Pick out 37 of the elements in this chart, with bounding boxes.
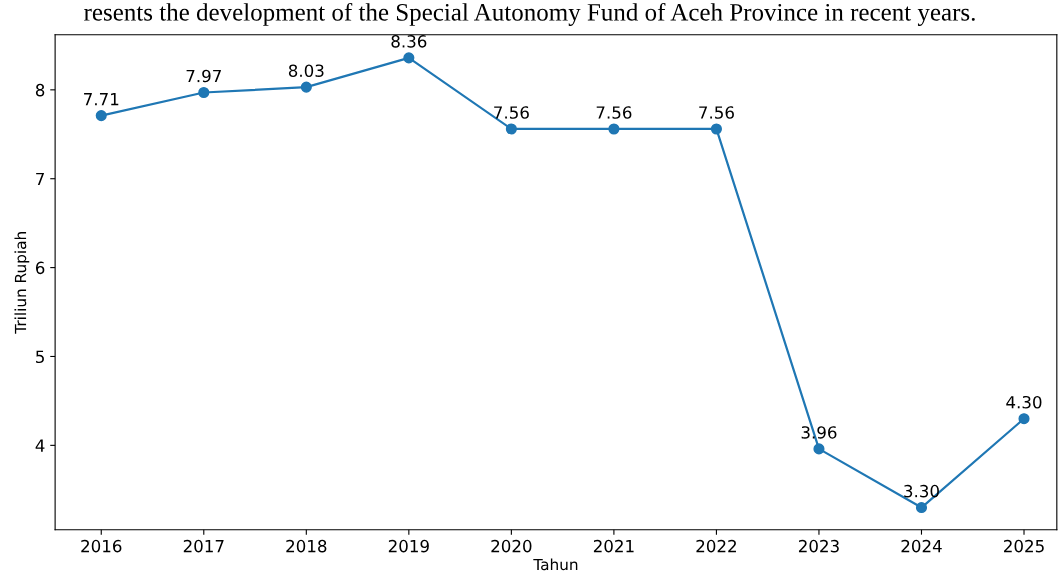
x-tick-label: 2025 <box>1004 539 1044 553</box>
point <box>813 443 825 455</box>
data-label: 7.56 <box>699 106 734 119</box>
data-label: 8.36 <box>391 35 427 48</box>
point <box>1018 413 1030 425</box>
x-tick-label: 2016 <box>81 539 122 553</box>
x-tick-label: 2021 <box>593 539 634 553</box>
point <box>95 110 107 122</box>
data-label: 7.56 <box>596 106 632 119</box>
point <box>710 123 722 135</box>
data-label: 7.97 <box>186 69 221 83</box>
point <box>608 123 620 135</box>
y-tick-label: 4 <box>35 439 45 452</box>
y-tick-label: 6 <box>35 261 45 275</box>
x-tick-label: 2022 <box>696 539 736 553</box>
data-label: 4.30 <box>1006 395 1042 409</box>
point <box>505 123 517 135</box>
x-tick-label: 2023 <box>798 539 839 553</box>
point <box>300 81 312 93</box>
y-axis-title: Triliun Rupiah <box>14 232 30 334</box>
y-tick-label: 8 <box>35 83 45 97</box>
point <box>403 52 415 64</box>
x-axis-title: Tahun <box>533 558 578 571</box>
y-tick-label: 5 <box>36 350 44 364</box>
x-tick-label: 2017 <box>183 539 224 553</box>
data-label: 8.03 <box>288 64 324 77</box>
x-tick-label: 2019 <box>388 539 429 553</box>
data-label: 3.30 <box>904 484 939 498</box>
chart-title: resents the development of the Special Autonomy Fund of Aceh Province in recent years. <box>84 2 975 26</box>
data-label: 7.71 <box>84 93 119 106</box>
point <box>198 86 210 99</box>
x-tick-label: 2020 <box>491 539 532 553</box>
data-label: 7.56 <box>494 106 529 119</box>
y-tick-label: 7 <box>36 172 44 186</box>
x-tick-label: 2018 <box>286 539 327 553</box>
point <box>915 502 928 514</box>
x-tick-label: 2024 <box>901 539 942 553</box>
